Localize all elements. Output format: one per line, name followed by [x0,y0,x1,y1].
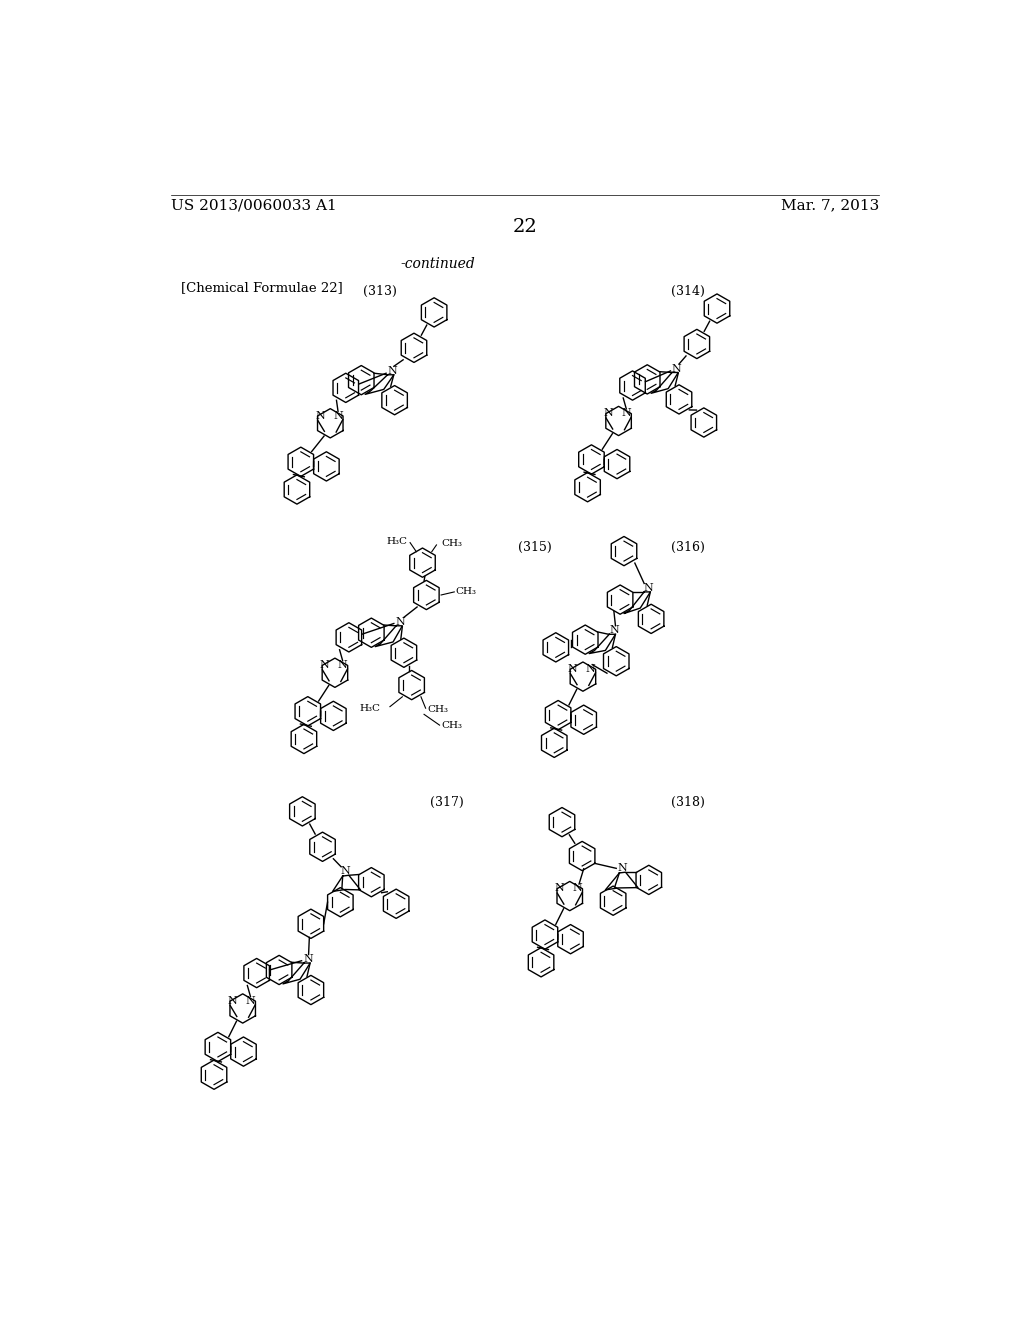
Text: N: N [572,883,583,894]
Text: -continued: -continued [400,257,475,271]
Text: N: N [304,954,313,964]
Text: (317): (317) [430,796,464,809]
Text: CH₃: CH₃ [427,705,449,714]
Text: N: N [644,583,653,593]
Text: [Chemical Formulae 22]: [Chemical Formulae 22] [180,281,342,294]
Text: N: N [672,363,682,374]
Text: N: N [396,616,406,627]
Text: (316): (316) [671,541,705,554]
Text: N: N [315,411,325,421]
Text: H₃C: H₃C [359,704,381,713]
Text: H₃C: H₃C [386,537,407,545]
Text: N: N [338,660,347,671]
Text: (318): (318) [671,796,705,809]
Text: N: N [622,408,631,418]
Text: N: N [246,995,255,1006]
Text: Mar. 7, 2013: Mar. 7, 2013 [780,198,879,213]
Text: N: N [554,883,564,894]
Text: N: N [333,411,343,421]
Text: (313): (313) [362,285,396,298]
Text: 22: 22 [512,218,538,236]
Text: N: N [387,366,397,376]
Text: CH₃: CH₃ [441,721,462,730]
Text: N: N [227,995,237,1006]
Text: N: N [609,626,618,635]
Text: N: N [319,660,329,671]
Text: N: N [603,408,613,418]
Text: N: N [617,863,628,874]
Text: (315): (315) [518,541,552,554]
Text: (314): (314) [671,285,705,298]
Text: CH₃: CH₃ [456,586,477,595]
Text: CH₃: CH₃ [442,539,463,548]
Text: N: N [586,664,596,675]
Text: N: N [567,664,577,675]
Text: N: N [341,866,350,876]
Text: US 2013/0060033 A1: US 2013/0060033 A1 [171,198,336,213]
